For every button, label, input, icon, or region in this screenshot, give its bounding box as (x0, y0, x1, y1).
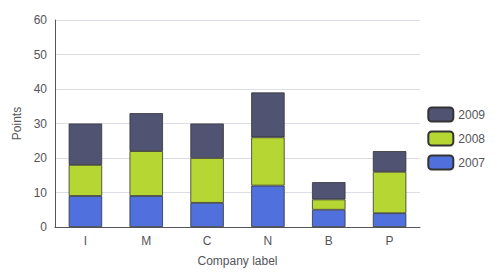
svg-text:50: 50 (34, 48, 48, 62)
svg-text:N: N (264, 234, 273, 248)
svg-text:60: 60 (34, 13, 48, 27)
svg-text:40: 40 (34, 82, 48, 96)
svg-text:B: B (325, 234, 333, 248)
svg-text:0: 0 (40, 220, 47, 234)
svg-text:C: C (203, 234, 212, 248)
svg-text:P: P (386, 234, 394, 248)
svg-text:I: I (84, 234, 87, 248)
svg-text:20: 20 (34, 151, 48, 165)
svg-text:2009: 2009 (458, 108, 485, 122)
svg-text:30: 30 (34, 117, 48, 131)
svg-text:2008: 2008 (458, 132, 485, 146)
svg-text:M: M (141, 234, 151, 248)
svg-text:Company label: Company label (197, 254, 277, 268)
svg-text:2007: 2007 (458, 156, 485, 170)
svg-text:Points: Points (10, 107, 24, 140)
svg-text:10: 10 (34, 186, 48, 200)
